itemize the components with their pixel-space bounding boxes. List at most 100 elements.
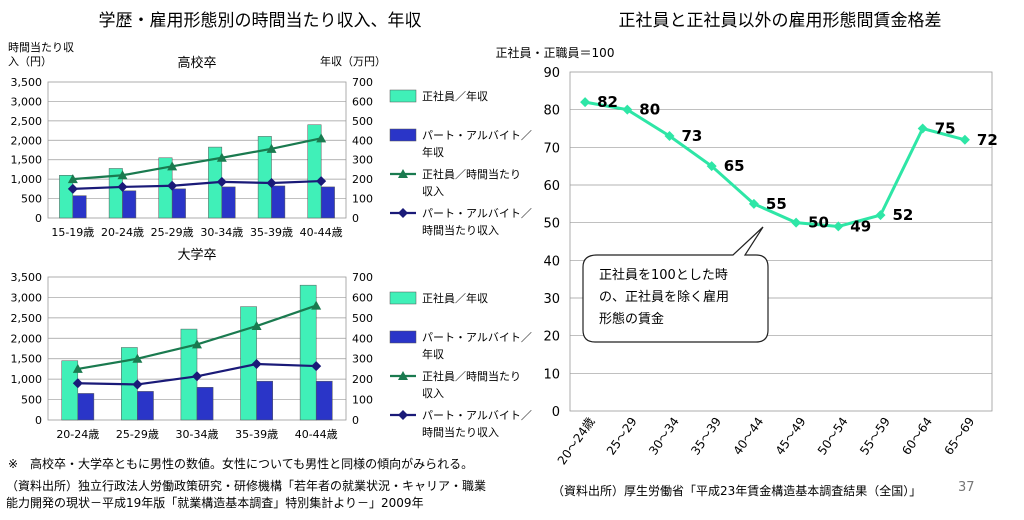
marker-triangle bbox=[67, 174, 78, 184]
marker-diamond bbox=[266, 178, 277, 189]
y-tick-right: 0 bbox=[352, 212, 359, 225]
y-tick-right: 700 bbox=[352, 76, 373, 89]
legend-label: 正社員／年収 bbox=[422, 291, 488, 305]
y-tick-right: 300 bbox=[352, 353, 373, 366]
legend-label: 時間当たり収入 bbox=[422, 223, 499, 237]
legend-marker bbox=[398, 371, 408, 380]
point-marker bbox=[833, 221, 844, 232]
marker-triangle bbox=[167, 161, 178, 171]
y-tick-right: 0 bbox=[352, 414, 359, 427]
y-tick: 0 bbox=[552, 405, 560, 420]
marker-diamond bbox=[167, 180, 178, 191]
legend-label: パート・アルバイト／ bbox=[422, 207, 532, 220]
legend-label: パート・アルバイト／ bbox=[422, 129, 532, 142]
data-label: 82 bbox=[597, 93, 618, 111]
marker-diamond bbox=[132, 379, 143, 390]
bar-regular-annual bbox=[307, 124, 322, 219]
x-tick-label: 30-34歳 bbox=[176, 428, 219, 441]
y-tick-right: 500 bbox=[352, 312, 373, 325]
point-marker bbox=[622, 104, 633, 115]
legend-label: パート・アルバイト／ bbox=[422, 409, 532, 422]
x-tick-label: 35-39歳 bbox=[235, 428, 278, 441]
marker-triangle bbox=[72, 363, 83, 373]
y-tick: 50 bbox=[543, 217, 560, 232]
data-label: 80 bbox=[639, 101, 660, 119]
y-tick-left: 0 bbox=[35, 414, 42, 427]
callout-text: 形態の賃金 bbox=[599, 311, 664, 327]
subchart-title: 大学卒 bbox=[177, 247, 216, 263]
y-tick-right: 100 bbox=[352, 394, 373, 407]
bar-parttime-annual bbox=[271, 185, 286, 219]
y-tick: 40 bbox=[543, 254, 560, 269]
data-label: 72 bbox=[977, 131, 998, 149]
y-tick-right: 600 bbox=[352, 291, 373, 304]
marker-triangle bbox=[311, 300, 322, 310]
bar-parttime-annual bbox=[77, 393, 95, 421]
y-tick: 30 bbox=[543, 292, 560, 307]
x-tick-label: 50～54 bbox=[815, 415, 851, 458]
y-tick-right: 300 bbox=[352, 154, 373, 167]
y-tick: 10 bbox=[543, 367, 560, 382]
y-tick-right: 700 bbox=[352, 271, 373, 284]
legend-swatch bbox=[389, 128, 417, 142]
combo-chart-0: 0 0 500 100 1,000 200 1,500 300 2,000 400 2,500 500… bbox=[11, 76, 532, 239]
y-tick-left: 2,000 bbox=[11, 134, 43, 147]
x-tick-label: 30～34 bbox=[646, 415, 682, 458]
source-left-line1: （資料出所）独立行政法人労働政策研究・研修機構「若年者の就業状況・キャリア・職業 bbox=[6, 479, 487, 493]
bar-parttime-annual bbox=[315, 380, 333, 421]
marker-diamond bbox=[192, 371, 202, 382]
x-tick-label: 20～24歳 bbox=[555, 415, 598, 468]
point-marker bbox=[706, 161, 717, 172]
data-label: 49 bbox=[850, 217, 871, 235]
marker-diamond bbox=[67, 183, 78, 194]
callout-text: の、正社員を除く雇用 bbox=[599, 289, 729, 305]
x-tick-label: 25-29歳 bbox=[151, 226, 194, 239]
ratio-line bbox=[584, 100, 966, 228]
marker-triangle bbox=[316, 133, 327, 143]
bar-parttime-annual bbox=[72, 195, 87, 219]
legend-label: 時間当たり収入 bbox=[422, 425, 499, 439]
x-tick-label: 20-24歳 bbox=[56, 428, 99, 441]
point-marker bbox=[959, 134, 970, 145]
point-marker bbox=[664, 131, 675, 142]
bar-parttime-annual bbox=[256, 380, 273, 421]
y-axis-label: 正社員・正職員＝100 bbox=[496, 45, 615, 60]
marker-diamond bbox=[72, 378, 83, 389]
y-tick-left: 1,000 bbox=[11, 373, 43, 386]
legend-label: 正社員／年収 bbox=[422, 89, 488, 103]
legend-swatch bbox=[389, 330, 417, 344]
marker-triangle bbox=[132, 353, 143, 363]
marker-diamond bbox=[117, 181, 128, 192]
legend-swatch bbox=[389, 89, 417, 103]
bar-parttime-annual bbox=[196, 387, 214, 421]
left-chart-title: 学歴・雇用形態別の時間当たり収入、年収 bbox=[98, 11, 422, 31]
bar-regular-annual bbox=[61, 360, 79, 421]
y-tick: 20 bbox=[543, 330, 560, 345]
point-marker bbox=[580, 97, 591, 108]
source-left: （資料出所）独立行政法人労働政策研究・研修機構「若年者の就業状況・キャリア・職業… bbox=[6, 478, 506, 512]
marker-triangle bbox=[216, 152, 227, 162]
y-axis-label-left: 入（円） bbox=[8, 55, 52, 68]
marker-triangle bbox=[192, 339, 202, 349]
legend-marker bbox=[398, 208, 408, 218]
x-tick-label: 20-24歳 bbox=[101, 226, 144, 239]
y-tick-left: 3,000 bbox=[11, 95, 43, 108]
legend-label: 年収 bbox=[422, 145, 444, 159]
x-tick-label: 40-44歳 bbox=[295, 428, 338, 441]
y-tick-left: 1,500 bbox=[11, 154, 43, 167]
marker-triangle bbox=[251, 321, 262, 331]
y-tick-left: 1,500 bbox=[11, 353, 43, 366]
x-tick-label: 60～64 bbox=[899, 415, 935, 458]
x-tick-label: 25～29 bbox=[604, 415, 640, 458]
x-tick-label: 35～39 bbox=[688, 415, 724, 458]
y-tick-right: 600 bbox=[352, 95, 373, 108]
point-marker bbox=[748, 198, 759, 209]
y-tick-left: 500 bbox=[21, 394, 42, 407]
data-label: 73 bbox=[682, 127, 703, 145]
legend-label: 収入 bbox=[422, 185, 444, 198]
callout-text: 正社員を100とした時 bbox=[599, 267, 728, 283]
legend-marker bbox=[398, 169, 408, 178]
plot-frame bbox=[47, 81, 347, 219]
bar-regular-annual bbox=[299, 284, 317, 421]
